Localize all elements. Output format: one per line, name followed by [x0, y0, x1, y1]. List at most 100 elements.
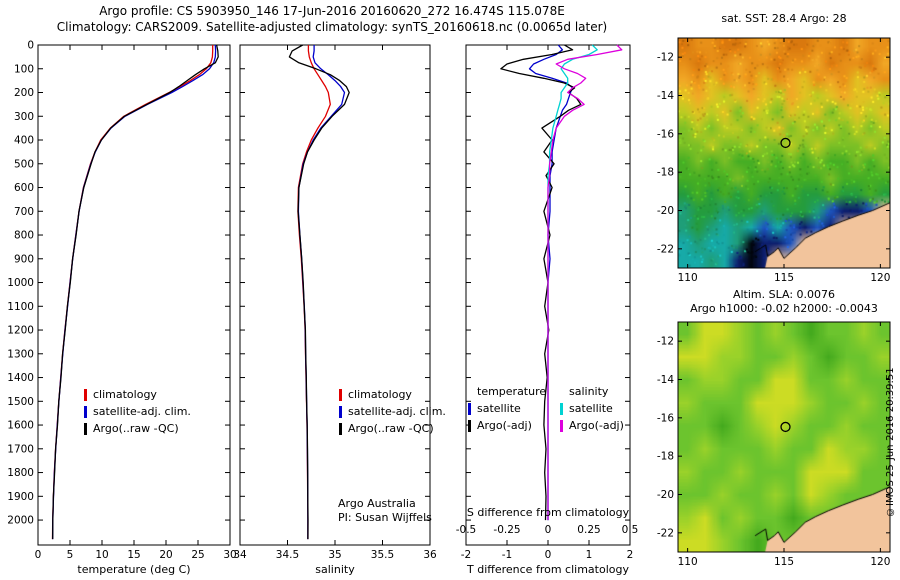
- legend-item-satellite-s: satellite: [560, 400, 624, 417]
- argo-t-line-swatch: [468, 419, 471, 432]
- svg-text:0.5: 0.5: [622, 524, 639, 536]
- svg-text:200: 200: [14, 87, 34, 99]
- difference-legend-salinity: salinity satellite Argo(-adj): [560, 383, 624, 434]
- satellite-clim-line-swatch: [84, 405, 87, 418]
- difference-legend-temperature: temperature satellite Argo(-adj): [468, 383, 546, 434]
- svg-text:20: 20: [159, 549, 172, 561]
- svg-text:1300: 1300: [7, 348, 34, 360]
- svg-text:10: 10: [95, 549, 108, 561]
- sst-map-image: [678, 38, 890, 268]
- legend-item-climatology: climatology: [84, 386, 191, 403]
- svg-text:-20: -20: [657, 489, 674, 501]
- legend-label: Argo(..raw -QC): [348, 422, 434, 435]
- svg-text:-16: -16: [657, 412, 674, 424]
- svg-text:800: 800: [14, 230, 34, 242]
- svg-text:5: 5: [67, 549, 74, 561]
- svg-text:900: 900: [14, 253, 34, 265]
- svg-text:-18: -18: [657, 167, 674, 179]
- sla-map-title-line1: Altim. SLA: 0.0076: [732, 288, 836, 301]
- svg-text:500: 500: [14, 158, 34, 170]
- legend-label: climatology: [348, 388, 412, 401]
- svg-text:-0.5: -0.5: [456, 524, 477, 536]
- svg-text:700: 700: [14, 206, 34, 218]
- svg-text:110: 110: [678, 556, 698, 568]
- svg-text:-22: -22: [657, 527, 674, 539]
- svg-text:1600: 1600: [7, 420, 34, 432]
- legend-item-satellite-clim: satellite-adj. clim.: [339, 403, 446, 420]
- temperature_profile-satellite-line: [51, 44, 217, 540]
- argo-line-swatch: [339, 422, 342, 435]
- legend-item-argo-t: Argo(-adj): [468, 417, 546, 434]
- svg-text:34.5: 34.5: [276, 549, 299, 561]
- satellite-t-line-swatch: [468, 402, 471, 415]
- svg-text:1: 1: [586, 549, 593, 561]
- svg-text:0: 0: [27, 40, 34, 52]
- svg-text:36: 36: [423, 549, 437, 561]
- svg-text:100: 100: [14, 63, 34, 75]
- figure-subtitle: Climatology: CARS2009. Satellite-adjuste…: [56, 20, 608, 34]
- svg-text:-14: -14: [657, 90, 674, 102]
- t-difference-axis-label: T difference from climatology: [467, 563, 629, 576]
- difference_profile-argo_salinity-line: [547, 44, 623, 521]
- svg-text:35.5: 35.5: [371, 549, 394, 561]
- legend-item-satellite-clim: satellite-adj. clim.: [84, 403, 191, 420]
- svg-text:-12: -12: [657, 336, 674, 348]
- difference_profile-panel: -2 -1 0 1 2 -0.5 -0.25 0 0.25 0.5: [456, 44, 639, 561]
- temperature_profile-climatology-line: [51, 45, 214, 540]
- satellite-clim-line-swatch: [339, 405, 342, 418]
- difference_profile-satellite_salinity-line: [547, 44, 598, 521]
- svg-text:2: 2: [627, 549, 634, 561]
- svg-text:30: 30: [223, 549, 236, 561]
- svg-text:115: 115: [774, 272, 794, 284]
- legend-label: Argo(-adj): [569, 419, 624, 432]
- climatology-line-swatch: [339, 388, 342, 401]
- salinity_profile-satellite-line: [297, 45, 346, 540]
- difference_profile-satellite-line: [528, 44, 574, 521]
- svg-text:0: 0: [35, 549, 42, 561]
- svg-text:-14: -14: [657, 374, 674, 386]
- salinity_profile-climatology-line: [297, 45, 331, 540]
- salinity_profile-panel: 34 34.5 35 35.5 36: [233, 44, 437, 561]
- argo-australia-label: Argo Australia: [338, 497, 416, 510]
- svg-text:25: 25: [191, 549, 204, 561]
- legend-header-salinity: salinity: [569, 385, 609, 398]
- svg-text:-2: -2: [461, 549, 471, 561]
- difference_profile-argo-line: [500, 44, 582, 521]
- legend-label: satellite: [477, 402, 521, 415]
- legend-item-argo: Argo(..raw -QC): [84, 420, 191, 437]
- sla-map-image: [678, 322, 890, 552]
- svg-text:300: 300: [14, 111, 34, 123]
- salinity-axis-label: salinity: [315, 563, 355, 576]
- legend-item-climatology: climatology: [339, 386, 446, 403]
- pi-label: PI: Susan Wijffels: [338, 511, 432, 524]
- temperature-panel-legend: climatology satellite-adj. clim. Argo(..…: [84, 386, 191, 437]
- svg-text:0: 0: [545, 549, 552, 561]
- svg-text:1900: 1900: [7, 491, 34, 503]
- s-difference-axis-label: S difference from climatology: [466, 506, 630, 519]
- salinity_profile-argo-line: [288, 44, 350, 540]
- svg-text:115: 115: [774, 556, 794, 568]
- satellite-s-line-swatch: [560, 402, 563, 415]
- temperature_profile-panel: 0 5 10 15 20 25 300100200300400500600700800900…: [7, 40, 236, 562]
- svg-text:120: 120: [870, 272, 890, 284]
- svg-text:1100: 1100: [7, 301, 34, 313]
- sst-map-title: sat. SST: 28.4 Argo: 28: [721, 12, 847, 25]
- svg-text:15: 15: [127, 549, 140, 561]
- svg-text:-22: -22: [657, 243, 674, 255]
- svg-text:-12: -12: [657, 52, 674, 64]
- figure-title: Argo profile: CS 5903950_146 17-Jun-2016…: [99, 4, 565, 18]
- legend-label: Argo(..raw -QC): [93, 422, 179, 435]
- legend-label: Argo(-adj): [477, 419, 532, 432]
- sla-map-title-line2: Argo h1000: -0.02 h2000: -0.0043: [690, 302, 878, 315]
- svg-text:-0.25: -0.25: [493, 524, 520, 536]
- svg-text:600: 600: [14, 182, 34, 194]
- svg-text:1700: 1700: [7, 443, 34, 455]
- legend-item-satellite-t: satellite: [468, 400, 546, 417]
- legend-label: satellite-adj. clim.: [93, 405, 191, 418]
- temperature-axis-label: temperature (deg C): [77, 563, 191, 576]
- svg-text:1000: 1000: [7, 277, 34, 289]
- svg-text:0.25: 0.25: [577, 524, 600, 536]
- legend-item-argo-s: Argo(-adj): [560, 417, 624, 434]
- argo-s-line-swatch: [560, 419, 563, 432]
